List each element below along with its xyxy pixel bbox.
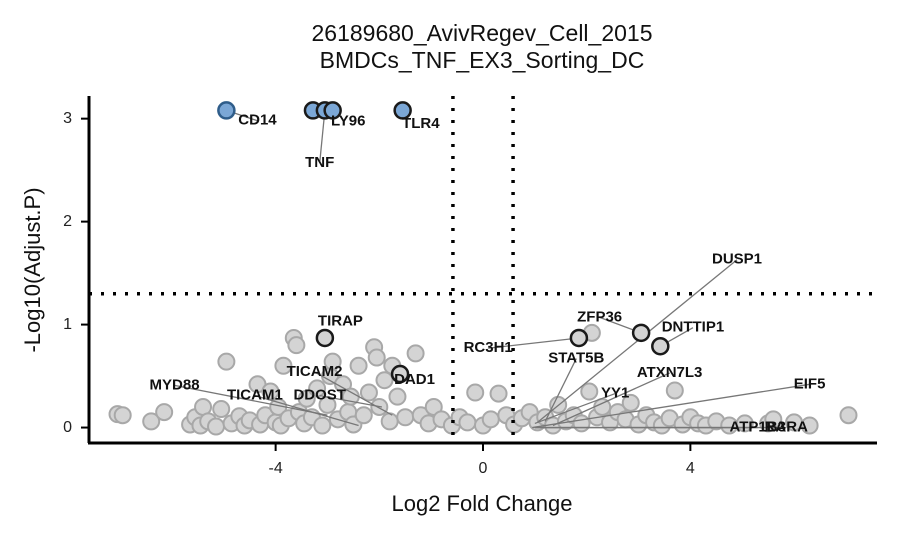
- label-connector-10: [488, 337, 579, 349]
- chart-title: 26189680_AvivRegev_Cell_2015: [311, 20, 652, 46]
- background-point-63: [489, 384, 508, 403]
- y-tick-label-0: 0: [63, 419, 72, 436]
- label-connector-lines: [174, 109, 810, 429]
- label-connector-15: [552, 372, 670, 427]
- highlight-point-0: [315, 328, 335, 348]
- gene-label-eif5: EIF5: [794, 375, 826, 392]
- background-point-23: [274, 356, 293, 375]
- label-connector-8: [254, 395, 359, 427]
- gene-label-ticam1: TICAM1: [227, 387, 283, 404]
- significant-point-0: [217, 101, 236, 120]
- background-point-52: [406, 344, 425, 363]
- label-connector-16: [534, 392, 616, 425]
- gene-label-dnttip1: DNTTIP1: [662, 319, 725, 336]
- label-connector-9: [319, 394, 383, 408]
- background-point-3: [155, 403, 174, 422]
- gene-label-ly96: LY96: [331, 113, 365, 130]
- label-connector-17: [532, 383, 810, 429]
- background-point-45: [367, 348, 386, 367]
- gene-label-rc3h1: RC3H1: [464, 339, 513, 356]
- background-point-9: [207, 417, 226, 436]
- background-point-47: [375, 371, 394, 390]
- background-point-41: [349, 356, 368, 375]
- background-point-88: [665, 381, 684, 400]
- highlight-point-3: [631, 323, 651, 343]
- background-point-11: [217, 352, 236, 371]
- y-axis-title: -Log10(Adjust.P): [20, 187, 45, 352]
- background-point-43: [359, 383, 378, 402]
- highlight-point-1: [390, 364, 410, 384]
- background-point-62: [481, 410, 500, 429]
- x-axis-ticks: -4 0 4: [269, 443, 695, 477]
- gene-label-atxn7l3: ATXN7L3: [637, 364, 703, 381]
- gene-label-tirap: TIRAP: [318, 312, 363, 329]
- gene-label-dad1: DAD1: [394, 371, 435, 388]
- background-point-31: [308, 379, 327, 398]
- gene-label-rara: RARA: [765, 419, 808, 436]
- background-point-50: [388, 387, 407, 406]
- gene-label-ddost: DDOST: [293, 387, 346, 404]
- gene-label-cd14: CD14: [238, 112, 277, 129]
- background-point-99: [800, 416, 819, 435]
- background-point-74: [572, 414, 591, 433]
- x-tick-label-2: 4: [686, 460, 695, 477]
- highlight-point-4: [651, 336, 670, 356]
- background-point-100: [839, 406, 858, 425]
- background-point-60: [466, 383, 485, 402]
- background-point-82: [621, 393, 640, 412]
- highlight-point-2: [569, 328, 589, 348]
- x-axis-title: Log2 Fold Change: [391, 491, 572, 516]
- gene-label-yy1: YY1: [601, 385, 629, 402]
- highlight-points: [315, 323, 670, 384]
- y-tick-label-3: 3: [63, 110, 72, 127]
- significant-point-3: [323, 101, 342, 120]
- significant-points: [217, 101, 412, 120]
- background-point-35: [323, 352, 342, 371]
- chart-subtitle: BMDCs_TNF_EX3_Sorting_DC: [320, 47, 645, 73]
- background-point-59: [458, 413, 477, 432]
- gene-label-tlr4: TLR4: [402, 115, 440, 132]
- x-tick-label-0: -4: [269, 460, 283, 477]
- x-tick-label-1: 0: [479, 460, 488, 477]
- background-point-51: [396, 408, 415, 427]
- gene-label-tnf: TNF: [305, 154, 334, 171]
- gene-label-atp1b3: ATP1B3: [730, 419, 786, 436]
- background-point-2: [142, 412, 161, 431]
- gene-label-stat5b: STAT5B: [548, 350, 604, 367]
- label-connector-6: [174, 384, 328, 416]
- background-point-42: [354, 406, 373, 425]
- gene-label-ticam2: TICAM2: [287, 363, 343, 380]
- significant-point-4: [393, 101, 412, 120]
- label-connector-7: [314, 371, 393, 416]
- background-point-75: [580, 382, 599, 401]
- background-point-1: [113, 406, 132, 425]
- background-point-26: [287, 336, 306, 355]
- background-point-32: [313, 416, 332, 435]
- gene-label-dusp1: DUSP1: [712, 251, 762, 268]
- gene-labels: CD14 TNF LY96 TLR4 TIRAP DAD1 MYD88 TICAM2TICAM…: [150, 112, 826, 436]
- y-tick-label-2: 2: [63, 213, 72, 230]
- threshold-lines: [89, 96, 877, 443]
- y-tick-label-1: 1: [63, 316, 72, 333]
- gene-label-zfp36: ZFP36: [577, 308, 622, 325]
- label-connector-12: [544, 358, 577, 422]
- background-point-10: [212, 400, 231, 419]
- background-point-48: [380, 412, 399, 431]
- gene-label-myd88: MYD88: [150, 376, 200, 393]
- y-axis-ticks: 0 1 2 3: [63, 110, 89, 436]
